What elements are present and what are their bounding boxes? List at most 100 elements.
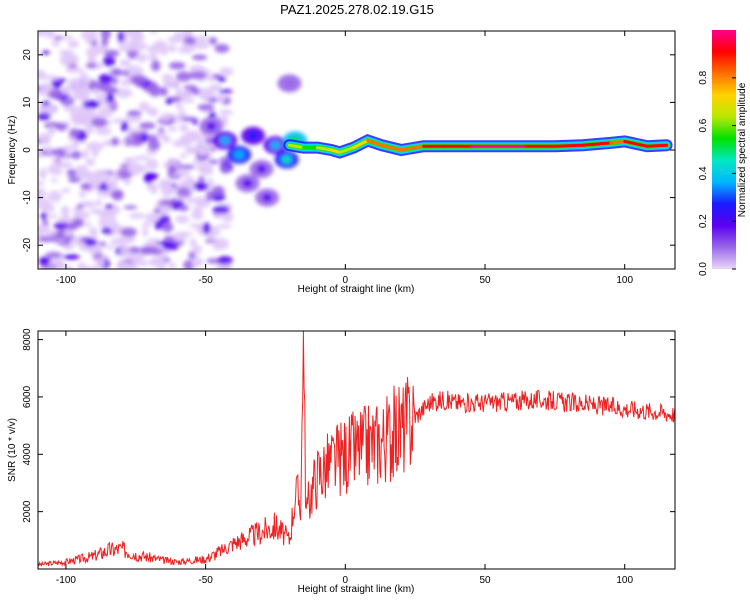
- noise-blob: [78, 69, 85, 74]
- spectrogram-x-label: Height of straight line (km): [298, 284, 415, 295]
- noise-blob: [68, 63, 77, 69]
- noise-blob: [169, 44, 177, 53]
- noise-blob: [145, 248, 163, 255]
- noise-blob: [153, 208, 161, 214]
- noise-blob: [198, 175, 205, 182]
- noise-blob: [197, 87, 216, 100]
- noise-blob: [183, 36, 197, 45]
- noise-blob: [177, 231, 194, 236]
- noise-blob: [155, 131, 168, 139]
- noise-blob: [211, 185, 225, 196]
- noise-blob: [101, 227, 114, 235]
- noise-blob: [41, 50, 50, 55]
- colorbar-label: Normalized spectral amplitude: [737, 82, 748, 217]
- transition-core: [262, 193, 273, 202]
- snr-y-tick-label: 6000: [22, 385, 33, 408]
- noise-blob: [199, 163, 206, 169]
- noise-blob: [68, 254, 77, 260]
- noise-blob: [162, 241, 179, 251]
- noise-blob: [168, 262, 177, 269]
- noise-blob: [70, 115, 88, 122]
- noise-blob: [119, 163, 130, 169]
- noise-blob: [45, 214, 58, 219]
- noise-blob: [191, 54, 208, 61]
- noise-blob: [151, 255, 166, 268]
- noise-blob: [85, 47, 100, 58]
- noise-blob: [71, 150, 82, 160]
- transition-core: [281, 155, 292, 164]
- colorbar-ticks: 0.0 0.2 0.4 0.6 0.8: [698, 70, 736, 276]
- noise-blob: [101, 36, 109, 47]
- snr-x-tick-label: 0: [343, 575, 349, 586]
- noise-blob: [161, 73, 174, 81]
- spectrogram-heatmap: [38, 31, 673, 269]
- snr-panel: -100 -50 0 50 100 2000 4000 6000 8000 Height of …: [7, 328, 676, 595]
- noise-blob: [173, 32, 190, 38]
- noise-blob: [87, 81, 105, 92]
- noise-blob: [111, 77, 118, 85]
- noise-blob: [110, 137, 120, 146]
- noise-blob: [192, 206, 203, 212]
- noise-blob: [197, 103, 215, 111]
- noise-blob: [91, 117, 108, 128]
- noise-blob: [217, 256, 233, 265]
- noise-blob: [177, 169, 191, 177]
- transition-core: [206, 122, 217, 131]
- noise-blob: [127, 162, 142, 175]
- noise-blob: [218, 89, 233, 94]
- noise-blob: [175, 71, 192, 82]
- noise-blob: [105, 92, 115, 104]
- noise-blob: [119, 59, 132, 67]
- snr-y-tick-label: 8000: [22, 328, 33, 351]
- noise-blob: [45, 146, 52, 154]
- colorbar-tick-label: 0.8: [698, 70, 709, 84]
- chart-title: PAZ1.2025.278.02.19.G15: [280, 2, 434, 17]
- noise-blob: [47, 190, 62, 203]
- noise-blob: [98, 73, 114, 84]
- noise-blob: [150, 182, 158, 195]
- noise-blob: [207, 177, 214, 189]
- noise-blob: [162, 78, 181, 88]
- noise-blob: [62, 52, 75, 58]
- noise-blob: [216, 224, 232, 229]
- noise-blob: [51, 156, 59, 163]
- noise-blob: [75, 164, 88, 176]
- transition-core: [248, 131, 259, 140]
- noise-blob: [193, 35, 210, 41]
- noise-blob: [147, 139, 161, 151]
- noise-blob: [194, 40, 210, 50]
- noise-blob: [42, 219, 49, 227]
- noise-blob: [85, 221, 92, 228]
- colorbar-tick-label: 0.6: [698, 118, 709, 132]
- noise-blob: [188, 182, 195, 194]
- noise-blob: [65, 265, 73, 269]
- signal-segment: [315, 146, 333, 152]
- spectrogram-x-tick-label: 100: [616, 275, 633, 286]
- noise-blob: [181, 98, 195, 104]
- noise-blob: [72, 86, 90, 98]
- noise-blob: [212, 205, 231, 214]
- noise-blob: [175, 102, 184, 110]
- noise-blob: [220, 164, 230, 174]
- noise-blob: [179, 164, 195, 170]
- noise-blob: [111, 189, 124, 201]
- noise-blob: [63, 231, 71, 237]
- noise-blob: [88, 227, 99, 237]
- noise-blob: [120, 227, 137, 237]
- noise-blob: [105, 204, 114, 210]
- noise-blob: [63, 105, 80, 112]
- noise-blob: [65, 222, 78, 231]
- noise-blob: [149, 31, 158, 34]
- noise-blob: [148, 85, 162, 97]
- noise-blob: [86, 171, 103, 178]
- noise-blob: [65, 65, 81, 74]
- noise-blob: [56, 122, 68, 132]
- noise-blob: [80, 31, 99, 41]
- noise-blob: [40, 264, 58, 269]
- noise-blob: [167, 126, 178, 132]
- noise-blob: [176, 187, 193, 198]
- noise-blob: [186, 132, 200, 141]
- noise-blob: [139, 122, 156, 130]
- noise-blob: [60, 205, 70, 217]
